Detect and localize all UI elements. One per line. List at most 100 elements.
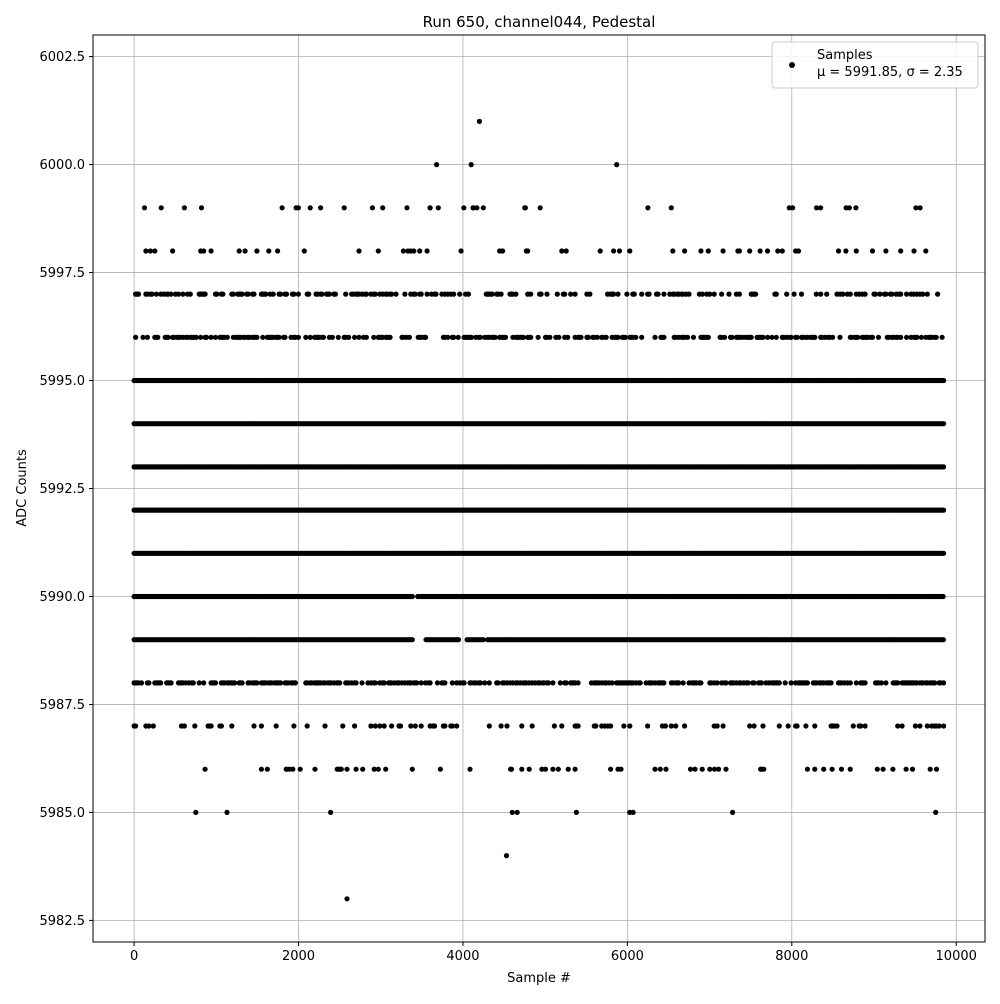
data-point bbox=[537, 205, 543, 211]
data-point bbox=[714, 680, 720, 686]
data-point bbox=[371, 766, 377, 772]
data-point bbox=[670, 248, 676, 254]
data-point bbox=[513, 291, 519, 297]
data-point bbox=[751, 680, 757, 686]
data-point bbox=[196, 680, 202, 686]
data-point bbox=[685, 334, 691, 340]
data-point bbox=[794, 723, 800, 729]
data-point bbox=[630, 809, 636, 816]
data-point bbox=[449, 680, 455, 686]
data-point bbox=[790, 205, 796, 211]
data-point bbox=[673, 723, 679, 729]
data-point bbox=[291, 723, 297, 729]
data-point bbox=[898, 248, 904, 254]
data-point bbox=[547, 334, 553, 340]
data-point bbox=[843, 248, 849, 254]
data-point bbox=[747, 248, 753, 254]
data-point bbox=[346, 334, 352, 340]
data-point bbox=[352, 334, 358, 340]
data-point bbox=[764, 334, 771, 340]
data-point bbox=[168, 291, 174, 297]
data-point bbox=[559, 248, 565, 254]
data-point bbox=[904, 291, 910, 297]
data-point bbox=[254, 334, 260, 340]
data-point bbox=[417, 248, 423, 254]
data-point bbox=[352, 723, 358, 729]
data-point bbox=[663, 766, 669, 772]
data-point bbox=[387, 334, 393, 340]
data-point bbox=[427, 680, 433, 686]
data-point bbox=[283, 291, 290, 297]
data-point bbox=[594, 334, 600, 340]
data-point bbox=[645, 205, 651, 211]
data-point bbox=[381, 680, 387, 686]
data-point bbox=[457, 291, 463, 297]
data-point bbox=[454, 723, 460, 729]
data-point bbox=[615, 334, 621, 340]
data-point bbox=[621, 723, 627, 729]
data-point bbox=[332, 291, 338, 297]
data-point bbox=[795, 248, 802, 254]
data-point bbox=[890, 766, 896, 772]
data-point bbox=[418, 723, 424, 729]
data-point bbox=[377, 723, 383, 729]
data-point bbox=[500, 248, 506, 254]
data-point bbox=[918, 334, 925, 340]
data-point bbox=[363, 291, 369, 297]
data-point bbox=[381, 723, 387, 729]
data-point bbox=[779, 248, 785, 254]
data-point bbox=[572, 766, 578, 772]
data-point bbox=[389, 723, 395, 729]
data-point bbox=[326, 291, 332, 297]
data-point bbox=[687, 766, 694, 772]
data-point bbox=[140, 334, 146, 340]
data-point bbox=[431, 723, 438, 729]
data-point bbox=[202, 291, 208, 297]
data-point bbox=[465, 291, 472, 297]
data-point bbox=[520, 334, 526, 340]
data-point bbox=[528, 334, 534, 340]
data-point bbox=[412, 723, 418, 729]
data-point bbox=[360, 766, 366, 772]
data-point bbox=[895, 723, 901, 729]
data-point bbox=[899, 723, 905, 729]
data-point bbox=[375, 766, 381, 772]
data-point bbox=[723, 766, 729, 772]
data-point bbox=[622, 334, 629, 340]
y-tick-label: 5995.0 bbox=[40, 374, 86, 389]
data-point bbox=[424, 291, 430, 297]
data-point bbox=[941, 550, 947, 556]
data-point bbox=[745, 680, 751, 686]
data-point bbox=[224, 334, 230, 340]
data-point bbox=[295, 291, 301, 297]
y-tick-label: 5982.5 bbox=[40, 914, 86, 929]
data-point bbox=[236, 248, 242, 254]
data-point bbox=[559, 723, 565, 729]
data-point bbox=[646, 291, 652, 297]
data-point bbox=[869, 248, 876, 254]
data-point bbox=[940, 593, 946, 600]
data-point bbox=[437, 766, 443, 772]
data-point bbox=[705, 248, 711, 254]
data-point bbox=[794, 334, 800, 340]
data-point bbox=[291, 291, 297, 297]
data-point bbox=[776, 723, 782, 729]
data-point bbox=[495, 680, 501, 686]
legend-label: Samples bbox=[817, 48, 873, 63]
data-point bbox=[932, 680, 938, 686]
data-point bbox=[880, 766, 886, 772]
data-point bbox=[711, 766, 718, 772]
data-point bbox=[883, 680, 889, 686]
data-point bbox=[312, 766, 318, 772]
data-point bbox=[627, 723, 633, 729]
data-point bbox=[707, 291, 713, 297]
data-point bbox=[303, 334, 309, 340]
data-point bbox=[402, 291, 408, 297]
data-point bbox=[201, 248, 207, 254]
data-point bbox=[573, 809, 580, 816]
data-point bbox=[729, 334, 735, 340]
data-point bbox=[722, 334, 728, 340]
data-point bbox=[813, 291, 819, 297]
data-point bbox=[406, 334, 412, 340]
data-point bbox=[356, 248, 362, 254]
